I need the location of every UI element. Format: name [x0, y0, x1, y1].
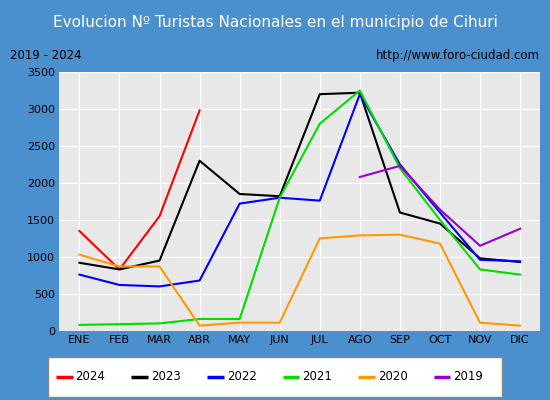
Text: Evolucion Nº Turistas Nacionales en el municipio de Cihuri: Evolucion Nº Turistas Nacionales en el m… [53, 15, 497, 30]
Text: 2022: 2022 [227, 370, 256, 383]
Text: 2021: 2021 [302, 370, 332, 383]
Text: 2024: 2024 [75, 370, 106, 383]
FancyBboxPatch shape [48, 357, 502, 397]
Text: 2023: 2023 [151, 370, 181, 383]
Text: 2019: 2019 [453, 370, 483, 383]
Text: 2019 - 2024: 2019 - 2024 [10, 49, 81, 62]
Text: http://www.foro-ciudad.com: http://www.foro-ciudad.com [376, 49, 540, 62]
Text: 2020: 2020 [378, 370, 408, 383]
